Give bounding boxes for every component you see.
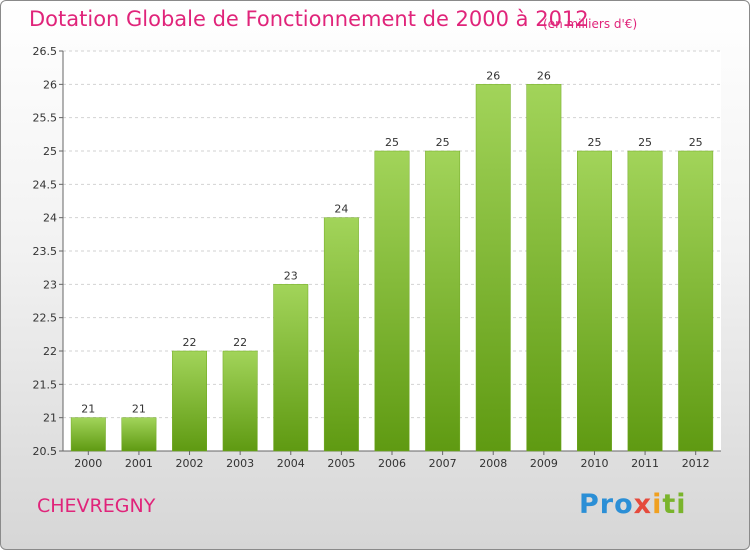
bar-2002 bbox=[172, 350, 207, 452]
bar-2005 bbox=[323, 217, 359, 452]
bar-2007 bbox=[425, 150, 461, 452]
x-tick-label-2006: 2006 bbox=[378, 457, 406, 470]
value-label-2012: 25 bbox=[689, 136, 703, 149]
value-label-2003: 22 bbox=[233, 336, 247, 349]
bar-2012 bbox=[678, 150, 714, 452]
value-label-2010: 25 bbox=[587, 136, 601, 149]
y-tick-label: 25.5 bbox=[33, 112, 58, 125]
logo-part-3: i bbox=[652, 489, 663, 520]
x-tick-label-2002: 2002 bbox=[176, 457, 204, 470]
y-tick-label: 20.5 bbox=[33, 445, 58, 458]
x-tick-label-2008: 2008 bbox=[479, 457, 507, 470]
logo-part-2: x bbox=[633, 489, 653, 520]
bar-2011 bbox=[627, 150, 663, 452]
y-tick-label: 24 bbox=[43, 212, 57, 225]
x-tick-label-2010: 2010 bbox=[580, 457, 608, 470]
x-tick-label-2001: 2001 bbox=[125, 457, 153, 470]
logo-part-1: Pro bbox=[579, 489, 634, 520]
x-tick-label-2000: 2000 bbox=[74, 457, 102, 470]
y-tick-label: 25 bbox=[43, 145, 57, 158]
y-tick-label: 24.5 bbox=[33, 178, 58, 191]
y-tick-label: 21 bbox=[43, 412, 57, 425]
bar-2001 bbox=[121, 417, 157, 452]
x-tick-label-2012: 2012 bbox=[682, 457, 710, 470]
value-label-2011: 25 bbox=[638, 136, 652, 149]
x-tick-label-2011: 2011 bbox=[631, 457, 659, 470]
x-tick-label-2009: 2009 bbox=[530, 457, 558, 470]
chart-title: Dotation Globale de Fonctionnement de 20… bbox=[29, 7, 589, 31]
y-tick-label: 22.5 bbox=[33, 312, 58, 325]
logo-part-4: ti bbox=[662, 489, 687, 520]
y-tick-label: 23 bbox=[43, 278, 57, 291]
value-label-2004: 23 bbox=[284, 269, 298, 282]
bar-2006 bbox=[374, 150, 410, 452]
proxiti-logo: Proxiti bbox=[579, 489, 687, 520]
x-tick-label-2004: 2004 bbox=[277, 457, 305, 470]
chart-subtitle: (en milliers d'€) bbox=[543, 17, 638, 31]
y-tick-label: 26 bbox=[43, 78, 57, 91]
y-tick-label: 22 bbox=[43, 345, 57, 358]
x-tick-label-2007: 2007 bbox=[429, 457, 457, 470]
x-tick-label-2005: 2005 bbox=[327, 457, 355, 470]
value-label-2007: 25 bbox=[436, 136, 450, 149]
value-label-2006: 25 bbox=[385, 136, 399, 149]
bar-2004 bbox=[273, 284, 309, 452]
bar-2009 bbox=[526, 84, 562, 452]
commune-name: CHEVREGNY bbox=[37, 495, 156, 517]
value-label-2005: 24 bbox=[334, 203, 348, 216]
value-label-2001: 21 bbox=[132, 403, 146, 416]
value-label-2008: 26 bbox=[486, 69, 500, 82]
bar-2003 bbox=[222, 350, 258, 452]
value-label-2002: 22 bbox=[183, 336, 197, 349]
bar-2010 bbox=[577, 150, 612, 452]
y-tick-label: 21.5 bbox=[33, 378, 58, 391]
y-tick-label: 23.5 bbox=[33, 245, 58, 258]
y-tick-label: 26.5 bbox=[33, 45, 58, 58]
value-label-2009: 26 bbox=[537, 69, 551, 82]
bar-2000 bbox=[70, 417, 106, 452]
x-tick-label-2003: 2003 bbox=[226, 457, 254, 470]
bar-2008 bbox=[475, 84, 511, 452]
value-label-2000: 21 bbox=[81, 403, 95, 416]
